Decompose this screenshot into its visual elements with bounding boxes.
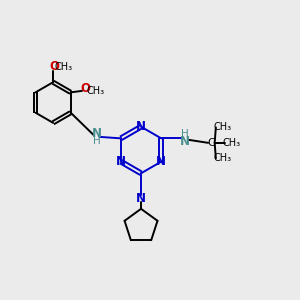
Text: N: N (136, 120, 146, 133)
Text: N: N (92, 128, 102, 140)
Text: C: C (208, 138, 216, 148)
Text: N: N (156, 155, 166, 168)
Text: H: H (93, 136, 101, 146)
Text: N: N (136, 192, 146, 205)
Text: CH₃: CH₃ (55, 62, 73, 72)
Text: CH₃: CH₃ (86, 86, 104, 96)
Text: N: N (180, 135, 190, 148)
Text: CH₃: CH₃ (213, 122, 232, 132)
Text: CH₃: CH₃ (222, 138, 240, 148)
Text: H: H (181, 129, 189, 139)
Text: O: O (81, 82, 91, 95)
Text: CH₃: CH₃ (213, 153, 232, 164)
Text: N: N (116, 155, 126, 168)
Text: O: O (49, 60, 59, 73)
